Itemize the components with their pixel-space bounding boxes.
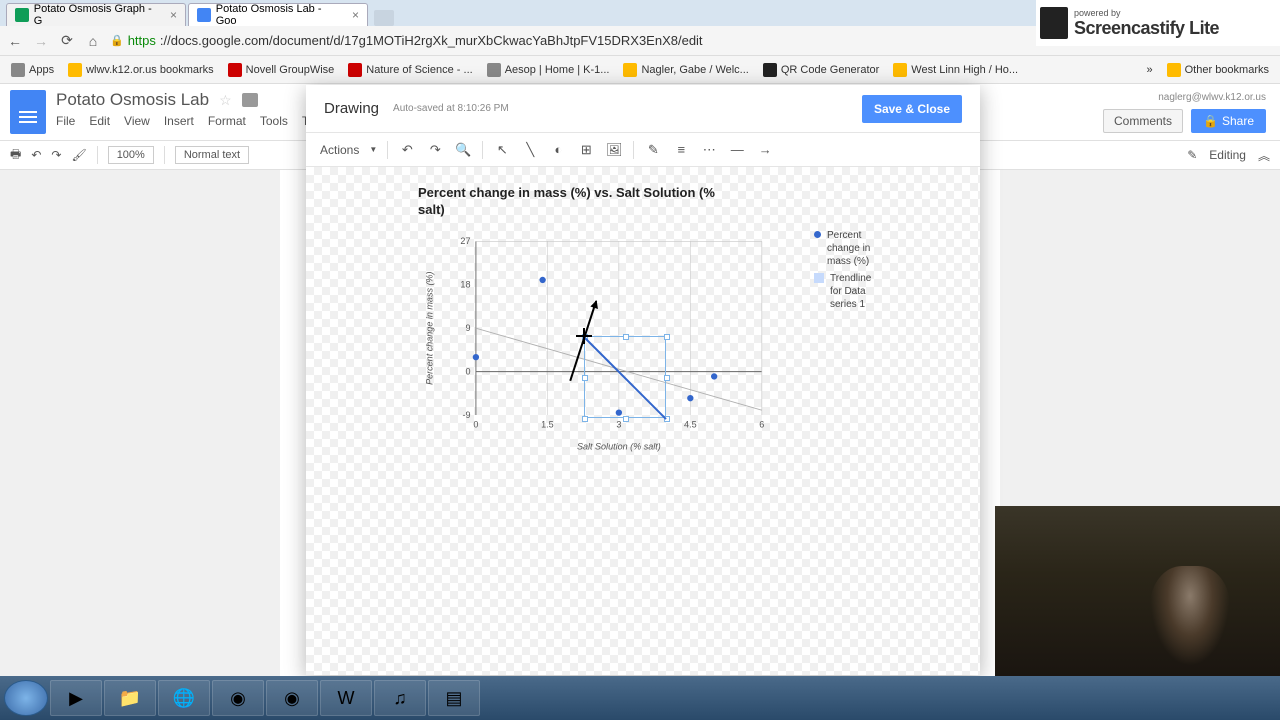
svg-text:4.5: 4.5 — [684, 419, 697, 429]
taskbar-button[interactable]: ▤ — [428, 680, 480, 716]
screencastify-watermark: powered byScreencastify Lite — [1036, 0, 1280, 46]
new-tab-button[interactable] — [374, 10, 394, 26]
taskbar-button[interactable]: ◉ — [212, 680, 264, 716]
undo-icon[interactable]: ↶ — [31, 148, 41, 162]
bookmarks-bar: Apps wlwv.k12.or.us bookmarks Novell Gro… — [0, 56, 1280, 84]
cursor-crosshair — [576, 328, 592, 344]
svg-text:-9: -9 — [462, 410, 470, 420]
close-icon[interactable]: × — [170, 8, 177, 22]
svg-text:3: 3 — [616, 419, 621, 429]
document-title[interactable]: Potato Osmosis Lab — [56, 90, 209, 110]
bookmark[interactable]: Nature of Science - ... — [343, 60, 477, 80]
arrow-end-icon[interactable]: → — [756, 142, 774, 157]
taskbar-button[interactable]: ▶ — [50, 680, 102, 716]
menu-tools[interactable]: Tools — [260, 114, 288, 128]
print-icon[interactable]: 🖶 — [10, 145, 21, 166]
chart-container: Percent change in mass (%) vs. Salt Solu… — [358, 185, 918, 474]
save-close-button[interactable]: Save & Close — [862, 95, 962, 123]
arrow-start-icon[interactable]: — — [728, 142, 746, 157]
bookmark[interactable]: Apps — [6, 60, 59, 80]
undo-icon[interactable]: ↶ — [398, 142, 416, 158]
pencil-icon: ✎ — [1187, 148, 1197, 162]
editing-mode[interactable]: Editing — [1209, 148, 1246, 162]
image-icon[interactable]: 🖼 — [605, 142, 623, 158]
menu-edit[interactable]: Edit — [89, 114, 110, 128]
other-bookmarks[interactable]: Other bookmarks — [1162, 60, 1274, 80]
paint-format-icon[interactable]: 🖌 — [71, 148, 86, 162]
bookmark[interactable]: West Linn High / Ho... — [888, 60, 1023, 80]
svg-text:0: 0 — [465, 366, 470, 376]
redo-icon[interactable]: ↷ — [426, 142, 444, 158]
legend-dot-icon — [814, 231, 821, 238]
chevron-up-icon[interactable]: ︽ — [1258, 147, 1270, 164]
share-button[interactable]: 🔒Share — [1191, 109, 1266, 133]
svg-text:Salt Solution (% salt): Salt Solution (% salt) — [577, 441, 661, 451]
tab-title: Potato Osmosis Graph - G — [34, 3, 161, 27]
legend-square-icon — [814, 273, 824, 283]
taskbar-button[interactable]: ◉ — [266, 680, 318, 716]
lock-icon: 🔒 — [1203, 114, 1218, 128]
browser-tab[interactable]: Potato Osmosis Graph - G × — [6, 3, 186, 26]
back-icon[interactable]: ← — [6, 32, 24, 50]
forward-icon[interactable]: → — [32, 32, 50, 50]
lock-icon: 🔒 — [110, 34, 124, 47]
user-email[interactable]: naglerg@wlwv.k12.or.us — [1158, 92, 1266, 103]
taskbar-button[interactable]: 📁 — [104, 680, 156, 716]
shape-icon[interactable]: ◐ — [549, 142, 567, 157]
bookmark[interactable]: wlwv.k12.or.us bookmarks — [63, 60, 219, 80]
tab-title: Potato Osmosis Lab - Goo — [216, 3, 343, 27]
svg-text:0: 0 — [473, 419, 478, 429]
folder-icon[interactable] — [242, 93, 258, 107]
line-dash-icon[interactable]: ⋯ — [700, 142, 718, 158]
start-button[interactable] — [4, 680, 48, 716]
svg-text:Percent change in mass (%): Percent change in mass (%) — [424, 271, 434, 384]
star-icon[interactable]: ☆ — [219, 92, 232, 109]
svg-text:6: 6 — [759, 419, 764, 429]
menu-format[interactable]: Format — [208, 114, 246, 128]
svg-text:9: 9 — [465, 323, 470, 333]
menu-insert[interactable]: Insert — [164, 114, 194, 128]
line-icon[interactable]: ╲ — [521, 142, 539, 158]
chart-title: Percent change in mass (%) vs. Salt Solu… — [418, 185, 738, 219]
drawing-canvas[interactable]: Percent change in mass (%) vs. Salt Solu… — [306, 167, 980, 675]
browser-tab[interactable]: Potato Osmosis Lab - Goo × — [188, 3, 368, 26]
drawing-toolbar: Actions ▼ ↶ ↷ 🔍 ↖ ╲ ◐ ⊞ 🖼 ✎ ≡ ⋯ — → — [306, 133, 980, 167]
menu-file[interactable]: File — [56, 114, 75, 128]
bookmark[interactable]: Nagler, Gabe / Welc... — [618, 60, 753, 80]
chevron-down-icon[interactable]: ▼ — [369, 145, 377, 154]
reload-icon[interactable]: ⟳ — [58, 32, 76, 50]
menu-view[interactable]: View — [124, 114, 150, 128]
taskbar-button[interactable]: 🌐 — [158, 680, 210, 716]
bookmark[interactable]: Aesop | Home | K-1... — [482, 60, 615, 80]
actions-menu[interactable]: Actions — [320, 143, 359, 157]
drawing-dialog: Drawing Auto-saved at 8:10:26 PM Save & … — [306, 85, 980, 675]
redo-icon[interactable]: ↷ — [51, 148, 61, 162]
svg-text:1.5: 1.5 — [541, 419, 554, 429]
docs-logo-icon[interactable] — [10, 90, 46, 134]
line-color-icon[interactable]: ✎ — [644, 142, 662, 158]
select-icon[interactable]: ↖ — [493, 142, 511, 158]
line-weight-icon[interactable]: ≡ — [672, 142, 690, 157]
taskbar-button[interactable]: W — [320, 680, 372, 716]
autosave-status: Auto-saved at 8:10:26 PM — [393, 103, 509, 114]
close-icon[interactable]: × — [352, 8, 359, 22]
bookmark[interactable]: QR Code Generator — [758, 60, 884, 80]
style-select[interactable]: Normal text — [175, 146, 249, 164]
home-icon[interactable]: ⌂ — [84, 32, 102, 50]
taskbar-button[interactable]: ♫ — [374, 680, 426, 716]
svg-text:18: 18 — [460, 279, 470, 289]
comments-button[interactable]: Comments — [1103, 109, 1183, 133]
windows-taskbar: ▶ 📁 🌐 ◉ ◉ W ♫ ▤ — [0, 676, 1280, 720]
chart-legend: Percent change in mass (%) Trendline for… — [814, 229, 885, 315]
bookmark[interactable]: Novell GroupWise — [223, 60, 340, 80]
film-icon — [1040, 7, 1068, 39]
zoom-icon[interactable]: 🔍 — [454, 142, 472, 158]
dialog-title: Drawing — [324, 100, 379, 117]
bookmark-overflow[interactable]: » — [1142, 61, 1158, 79]
textbox-icon[interactable]: ⊞ — [577, 142, 595, 158]
zoom-select[interactable]: 100% — [108, 146, 154, 164]
webcam-overlay — [995, 506, 1280, 676]
svg-text:27: 27 — [460, 236, 470, 246]
